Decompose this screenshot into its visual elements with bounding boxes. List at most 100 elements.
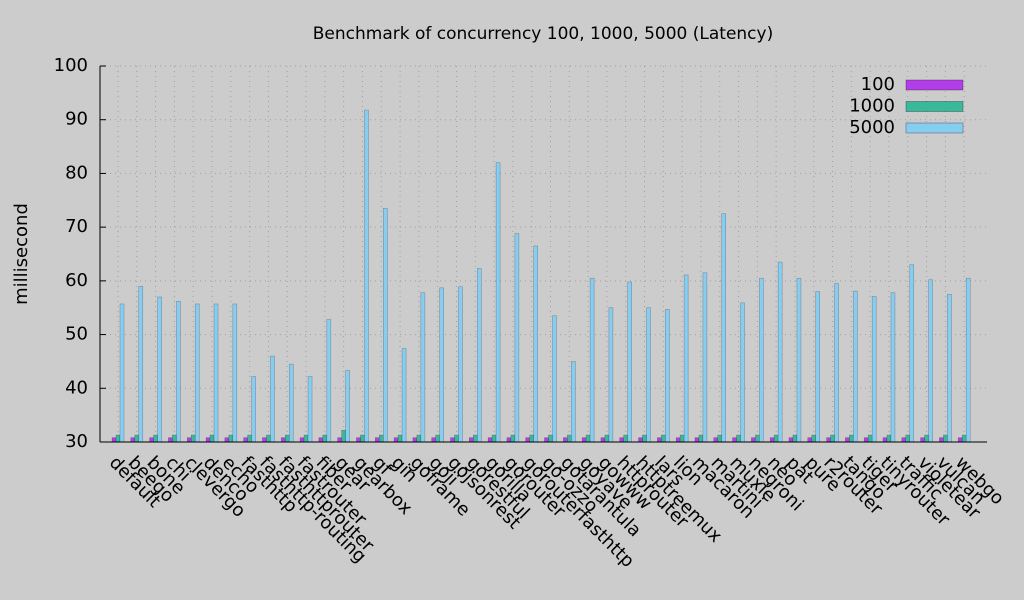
bar [717,434,722,443]
bar [777,261,783,443]
bar [251,376,256,443]
bar [807,437,813,443]
bar [401,348,407,443]
bar [943,434,948,443]
bar [788,437,794,443]
bar [721,213,726,443]
bar [232,303,238,443]
bar [491,434,497,443]
bar [619,437,624,443]
bar [548,434,553,443]
bar [947,294,952,443]
bar [834,283,839,443]
bar [458,286,463,443]
bar [176,301,181,443]
bar [416,434,422,443]
bar [661,434,666,443]
chart-title: Benchmark of concurrency 100, 1000, 5000… [313,24,773,44]
bar [845,437,850,443]
bar [665,309,670,443]
bar [811,434,817,443]
legend-label: 1000 [849,96,895,117]
bar [928,279,933,443]
bar [153,434,158,443]
bar [909,264,915,443]
bar [683,274,689,443]
bar [853,290,858,443]
bar [830,434,835,443]
bar [450,437,455,443]
bar [111,437,117,443]
bar [510,434,516,443]
bar [307,376,313,443]
bar [882,437,888,443]
legend-swatch [905,101,964,112]
bar [186,437,192,443]
bar [702,272,708,443]
bar [487,437,493,443]
bar [533,245,538,443]
bar [172,434,177,443]
legend-label: 100 [861,74,895,95]
bar [243,437,248,443]
bar [431,437,436,443]
bar [755,434,760,443]
bar [397,434,403,443]
bar [364,109,369,443]
bar [299,437,305,443]
bar [759,277,764,443]
bar [360,434,365,443]
bar [552,315,557,443]
bar [228,434,234,443]
bar [581,437,587,443]
bar [213,303,219,443]
y-tick-label: 30 [65,431,88,452]
bar [713,437,718,443]
bar [563,437,568,443]
bar [149,437,154,443]
bar [280,437,286,443]
bar [247,434,252,443]
bar [194,303,200,443]
bar [337,437,342,443]
bar [736,434,741,443]
bar [961,434,967,443]
bar [589,277,595,443]
bar [849,434,854,443]
bar [529,434,534,443]
legend-swatch [905,79,964,91]
bar [138,285,144,443]
bar [769,437,775,443]
y-tick-label: 40 [65,377,88,398]
y-axis-label: millisecond [11,203,32,305]
bar [863,437,869,443]
bar [796,277,802,443]
bar [514,233,520,443]
legend-swatch [905,122,964,134]
bar [905,434,911,443]
bar [473,434,478,443]
bar [341,429,346,443]
bar [901,437,907,443]
bar [435,434,440,443]
bar [585,434,591,443]
bar [544,437,549,443]
bar [698,434,704,443]
bar [439,287,444,443]
bar [393,437,399,443]
bar [224,437,230,443]
bar [383,208,388,443]
y-tick-label: 80 [65,162,88,183]
bar [495,162,501,443]
bar [375,437,380,443]
bar [646,307,651,443]
y-tick-label: 90 [65,109,88,130]
bar [792,434,798,443]
bar [890,292,896,443]
bar [924,434,929,443]
bar [939,437,944,443]
bar [190,434,196,443]
bar [623,434,628,443]
bar [288,363,294,443]
